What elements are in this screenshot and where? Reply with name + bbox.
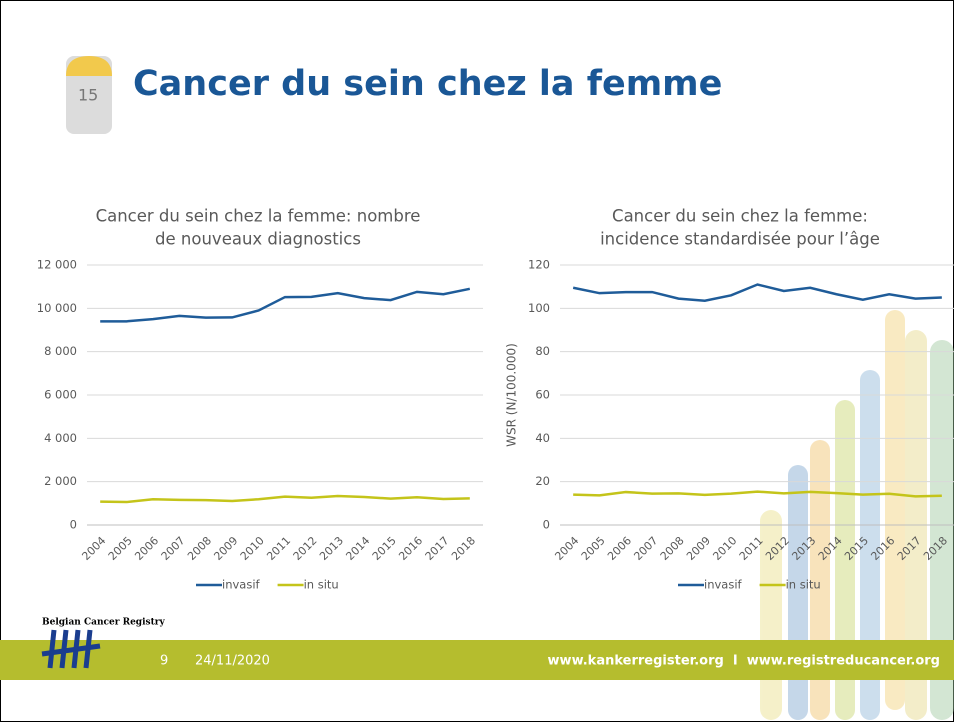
line-series	[573, 490, 942, 498]
y-tick-label: 12 000	[37, 258, 77, 272]
y-tick-label: 10 000	[37, 301, 77, 315]
legend-label: invasif	[222, 578, 261, 592]
y-axis-label: WSR (N/100.000)	[505, 343, 519, 447]
chart-title: de nouveaux diagnostics	[155, 230, 361, 249]
legend-label: in situ	[304, 578, 339, 592]
y-tick-label: 4 000	[44, 431, 77, 445]
y-tick-label: 80	[535, 344, 550, 358]
milestone-top	[66, 56, 112, 76]
page-number: 9	[160, 654, 168, 669]
urls: www.kankerregister.org I www.registreduc…	[548, 654, 940, 669]
y-tick-label: 8 000	[44, 344, 77, 358]
y-tick-label: 20	[535, 474, 550, 488]
line-series	[100, 287, 471, 323]
logo-text: Belgian Cancer Registry	[42, 618, 165, 628]
line-series	[572, 283, 942, 303]
chart-title: Cancer du sein chez la femme: nombre	[96, 207, 421, 226]
y-tick-label: 6 000	[44, 388, 77, 402]
y-tick-label: 60	[535, 388, 550, 402]
slide-title: Cancer du sein chez la femme	[133, 64, 722, 104]
y-tick-label: 100	[528, 301, 550, 315]
y-tick-label: 0	[70, 518, 77, 532]
y-tick-label: 120	[528, 258, 550, 272]
footer-bar	[0, 640, 954, 680]
y-tick-label: 0	[543, 518, 550, 532]
logo	[41, 629, 101, 669]
y-tick-label: 40	[535, 431, 550, 445]
legend-label: invasif	[704, 578, 743, 592]
chart-title: Cancer du sein chez la femme:	[612, 207, 868, 226]
line-series	[100, 494, 470, 504]
date: 24/11/2020	[195, 654, 270, 669]
legend-label: in situ	[786, 578, 821, 592]
chart-title: incidence standardisée pour l’âge	[600, 230, 880, 249]
milestone-number: 15	[78, 86, 98, 105]
y-tick-label: 2 000	[44, 474, 77, 488]
